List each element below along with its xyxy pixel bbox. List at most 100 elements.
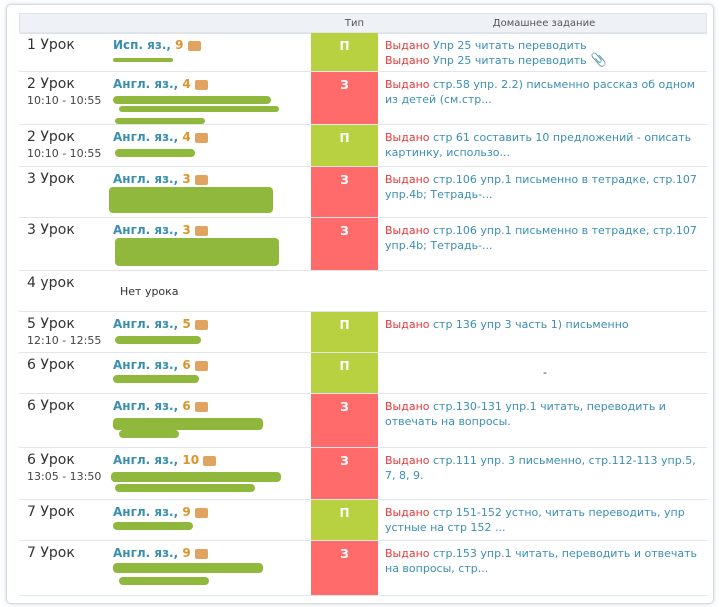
- subject-separator: ,: [173, 130, 183, 144]
- header-homework: Домашнее задание: [492, 18, 596, 29]
- subject-name: Англ. яз.: [113, 399, 174, 413]
- homework-line[interactable]: -: [385, 365, 705, 380]
- table-row: 3 Урок Англ. яз., 3 З Выдано стр.106 упр.1 …: [19, 218, 707, 271]
- subject-link[interactable]: Англ. яз., 3: [113, 223, 208, 237]
- grade-tag-icon: [187, 40, 201, 51]
- lesson-type-label: П: [339, 318, 350, 332]
- homework-cell[interactable]: Выдано стр.106 упр.1 письменно в тетрадк…: [385, 172, 705, 202]
- homework-text: стр 136 упр 3 часть 1) письменно: [429, 318, 629, 331]
- homework-line[interactable]: Выдано стр 136 упр 3 часть 1) письменно: [385, 317, 705, 332]
- lesson-time: 12:10 - 12:55: [27, 334, 102, 347]
- grade-value: 4: [182, 77, 191, 91]
- no-lesson-label: Нет урока: [120, 285, 179, 298]
- subject-link[interactable]: Англ. яз., 4: [113, 130, 208, 144]
- lesson-number: 5 Урок: [27, 316, 75, 332]
- redacted-topic: [115, 484, 255, 492]
- table-row: 2 Урок 10:10 - 10:55 Англ. яз., 4 З Выдано с…: [19, 72, 707, 125]
- redacted-topic: [109, 187, 273, 213]
- subject-link[interactable]: Англ. яз., 6: [113, 399, 208, 413]
- grade-tag-icon: [194, 401, 208, 412]
- lesson-number: 6 Урок: [27, 452, 75, 468]
- subject-link[interactable]: Англ. яз., 3: [113, 172, 208, 186]
- grade-tag-icon: [194, 132, 208, 143]
- diary-panel: Тип Домашнее задание 1 Урок Исп. яз., 9 П В…: [6, 4, 714, 604]
- lesson-type-label: П: [339, 506, 350, 520]
- homework-cell[interactable]: Выдано стр.106 упр.1 письменно в тетрадк…: [385, 223, 705, 253]
- homework-cell[interactable]: -: [385, 365, 705, 380]
- homework-cell[interactable]: Выдано стр.58 упр. 2.2) письменно расска…: [385, 77, 705, 107]
- lesson-type-label: З: [340, 224, 349, 238]
- homework-status: Выдано: [385, 224, 430, 237]
- lesson-type-badge: П: [311, 125, 378, 166]
- table-row: 1 Урок Исп. яз., 9 П Выдано Упр 25 читать п…: [19, 32, 707, 72]
- homework-line[interactable]: Выдано стр.153 упр.1 читать, переводить …: [385, 546, 705, 576]
- grade-value: 3: [182, 223, 191, 237]
- lesson-time: 10:10 - 10:55: [27, 147, 102, 160]
- lesson-type-label: П: [339, 359, 350, 373]
- homework-line[interactable]: Выдано стр 151-152 устно, читать перевод…: [385, 505, 705, 535]
- lesson-type-label: П: [339, 131, 350, 145]
- attachment-icon[interactable]: 📎: [586, 53, 607, 68]
- lesson-type-badge: З: [311, 167, 378, 217]
- subject-link[interactable]: Англ. яз., 10: [113, 453, 217, 467]
- homework-line[interactable]: Выдано стр.106 упр.1 письменно в тетрадк…: [385, 172, 705, 202]
- subject-separator: ,: [173, 453, 183, 467]
- homework-status: Выдано: [385, 318, 430, 331]
- homework-cell[interactable]: Выдано стр 61 составить 10 предложений -…: [385, 130, 705, 160]
- subject-link[interactable]: Англ. яз., 9: [113, 546, 208, 560]
- lesson-number: 4 урок: [27, 275, 75, 291]
- lesson-number: 7 Урок: [27, 545, 75, 561]
- homework-line[interactable]: Выдано стр.58 упр. 2.2) письменно расска…: [385, 77, 705, 107]
- homework-line[interactable]: Выдано стр.130-131 упр.1 читать, перевод…: [385, 399, 705, 429]
- homework-text: Упр 25 читать переводить: [429, 39, 587, 52]
- homework-text: -: [543, 366, 547, 379]
- subject-name: Англ. яз.: [113, 172, 174, 186]
- redacted-topic: [113, 58, 173, 62]
- subject-name: Англ. яз.: [113, 130, 174, 144]
- subject-name: Англ. яз.: [113, 453, 174, 467]
- homework-cell[interactable]: Выдано стр 151-152 устно, читать перевод…: [385, 505, 705, 535]
- homework-cell[interactable]: Выдано стр 136 упр 3 часть 1) письменно: [385, 317, 705, 332]
- homework-line[interactable]: Выдано стр 61 составить 10 предложений -…: [385, 130, 705, 160]
- redacted-topic: [119, 577, 209, 585]
- table-row: 6 Урок Англ. яз., 6 З Выдано стр.130-131 уп…: [19, 394, 707, 448]
- lesson-time: 13:05 - 13:50: [27, 470, 102, 483]
- grade-value: 9: [175, 38, 184, 52]
- grade-tag-icon: [194, 548, 208, 559]
- subject-link[interactable]: Исп. яз., 9: [113, 38, 201, 52]
- lesson-type-badge: П: [311, 312, 378, 352]
- homework-text: стр.106 упр.1 письменно в тетрадке, стр.…: [385, 173, 697, 201]
- homework-line[interactable]: Выдано стр.111 упр. 3 письменно, стр.112…: [385, 453, 705, 483]
- homework-line[interactable]: Выдано стр.106 упр.1 письменно в тетрадк…: [385, 223, 705, 253]
- subject-link[interactable]: Англ. яз., 5: [113, 317, 208, 331]
- lesson-type-badge: П: [311, 500, 378, 540]
- lesson-number: 2 Урок: [27, 76, 75, 92]
- homework-cell[interactable]: Выдано стр.111 упр. 3 письменно, стр.112…: [385, 453, 705, 483]
- homework-cell[interactable]: Выдано стр.130-131 упр.1 читать, перевод…: [385, 399, 705, 429]
- redacted-topic: [115, 336, 201, 344]
- redacted-topic: [115, 238, 279, 266]
- subject-link[interactable]: Англ. яз., 4: [113, 77, 208, 91]
- subject-link[interactable]: Англ. яз., 6: [113, 358, 208, 372]
- homework-line[interactable]: Выдано Упр 25 читать переводить 📎: [385, 53, 705, 68]
- homework-cell[interactable]: Выдано Упр 25 читать переводить Выдано Уп…: [385, 38, 705, 68]
- lesson-type-label: З: [340, 400, 349, 414]
- lesson-number: 1 Урок: [27, 37, 75, 53]
- homework-text: стр.111 упр. 3 письменно, стр.112-113 уп…: [385, 454, 696, 482]
- lesson-type-badge: З: [311, 394, 378, 447]
- redacted-topic: [119, 106, 279, 112]
- table-row: 6 Урок 13:05 - 13:50 Англ. яз., 10 З Выдано …: [19, 448, 707, 500]
- homework-line[interactable]: Выдано Упр 25 читать переводить: [385, 38, 705, 53]
- homework-cell[interactable]: Выдано стр.153 упр.1 читать, переводить …: [385, 546, 705, 576]
- grade-tag-icon: [194, 360, 208, 371]
- subject-name: Англ. яз.: [113, 317, 174, 331]
- grade-value: 9: [182, 505, 191, 519]
- lesson-type-label: З: [340, 454, 349, 468]
- subject-name: Англ. яз.: [113, 505, 174, 519]
- redacted-topic: [113, 375, 199, 383]
- homework-text: стр.58 упр. 2.2) письменно рассказ об од…: [385, 78, 696, 106]
- subject-link[interactable]: Англ. яз., 9: [113, 505, 208, 519]
- homework-status: Выдано: [385, 131, 430, 144]
- lesson-type-label: З: [340, 78, 349, 92]
- lesson-time: 10:10 - 10:55: [27, 94, 102, 107]
